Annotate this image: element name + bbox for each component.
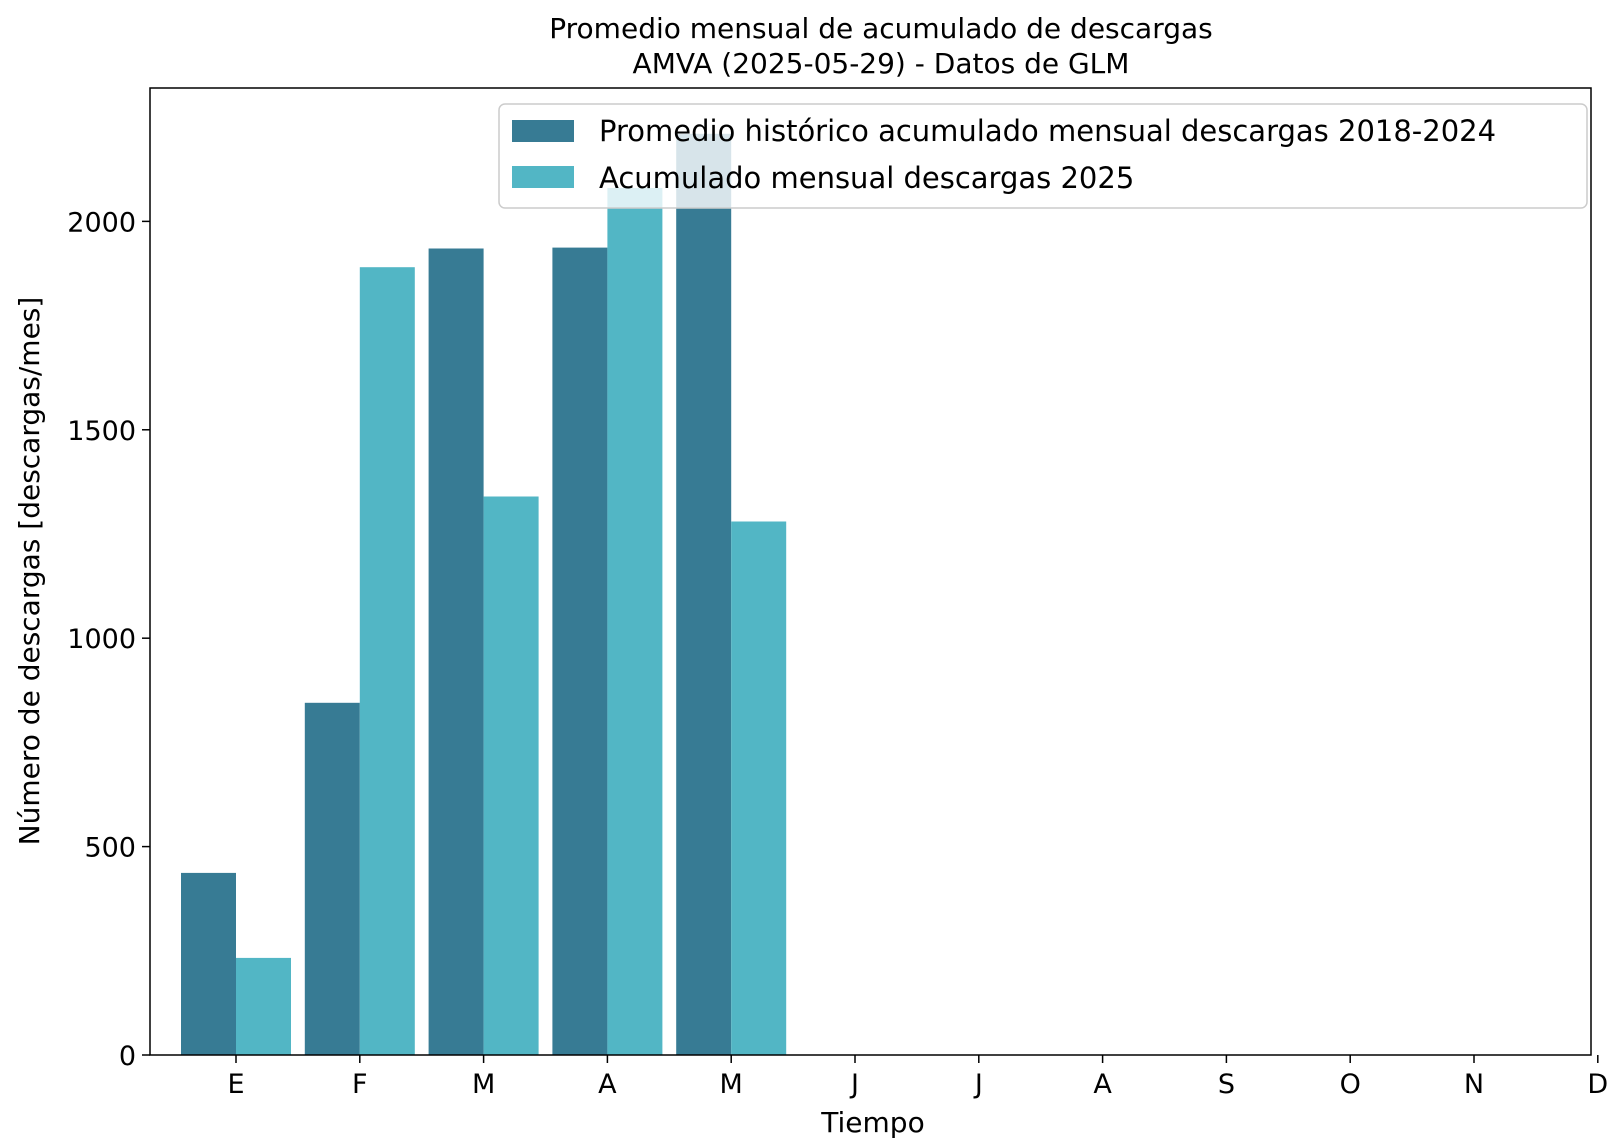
y-tick-label-1: 500 bbox=[84, 833, 136, 864]
x-tick-label-5: J bbox=[849, 1069, 859, 1100]
x-axis-label: Tiempo bbox=[820, 1106, 924, 1139]
chart-title-line2: AMVA (2025-05-29) - Datos de GLM bbox=[633, 47, 1130, 80]
bar-historical-1 bbox=[304, 702, 360, 1055]
x-tick-label-2: M bbox=[472, 1069, 495, 1100]
y-axis-label: Número de descargas [descargas/mes] bbox=[13, 297, 46, 846]
legend: Promedio histórico acumulado mensual des… bbox=[498, 103, 1588, 209]
bar-historical-4 bbox=[676, 133, 732, 1056]
bar-2025-4 bbox=[731, 521, 787, 1055]
y-tick-label-4: 2000 bbox=[67, 207, 136, 238]
y-tick-label-2: 1000 bbox=[67, 624, 136, 655]
legend-label-2025: Acumulado mensual descargas 2025 bbox=[599, 161, 1134, 195]
y-ticks-group: 0 500 1000 1500 2000 bbox=[67, 207, 150, 1072]
chart-title-line1: Promedio mensual de acumulado de descarg… bbox=[549, 12, 1212, 45]
x-tick-label-3: A bbox=[598, 1069, 617, 1100]
bars-group bbox=[181, 133, 787, 1056]
x-tick-label-8: S bbox=[1218, 1069, 1235, 1100]
bar-2025-0 bbox=[236, 957, 291, 1055]
bar-historical-2 bbox=[428, 248, 484, 1055]
x-tick-label-0: E bbox=[227, 1069, 244, 1100]
x-tick-label-10: N bbox=[1464, 1069, 1484, 1100]
legend-swatch-2025 bbox=[512, 166, 574, 188]
legend-box bbox=[498, 103, 1588, 209]
legend-swatch-historical bbox=[512, 120, 574, 142]
x-tick-label-7: A bbox=[1093, 1069, 1112, 1100]
plot-frame bbox=[149, 87, 1592, 1056]
x-tick-label-4: M bbox=[720, 1069, 743, 1100]
y-tick-label-3: 1500 bbox=[67, 416, 136, 447]
x-tick-label-1: F bbox=[352, 1069, 368, 1100]
x-tick-label-9: O bbox=[1340, 1069, 1361, 1100]
legend-label-historical: Promedio histórico acumulado mensual des… bbox=[599, 114, 1496, 148]
bar-historical-3 bbox=[552, 247, 608, 1056]
y-tick-label-0: 0 bbox=[119, 1041, 136, 1072]
x-tick-label-6: J bbox=[973, 1069, 983, 1100]
bar-2025-2 bbox=[483, 496, 539, 1055]
bar-historical-0 bbox=[181, 872, 236, 1055]
bar-2025-1 bbox=[359, 267, 415, 1055]
bar-2025-3 bbox=[607, 188, 663, 1055]
x-tick-label-11: D bbox=[1587, 1069, 1608, 1100]
